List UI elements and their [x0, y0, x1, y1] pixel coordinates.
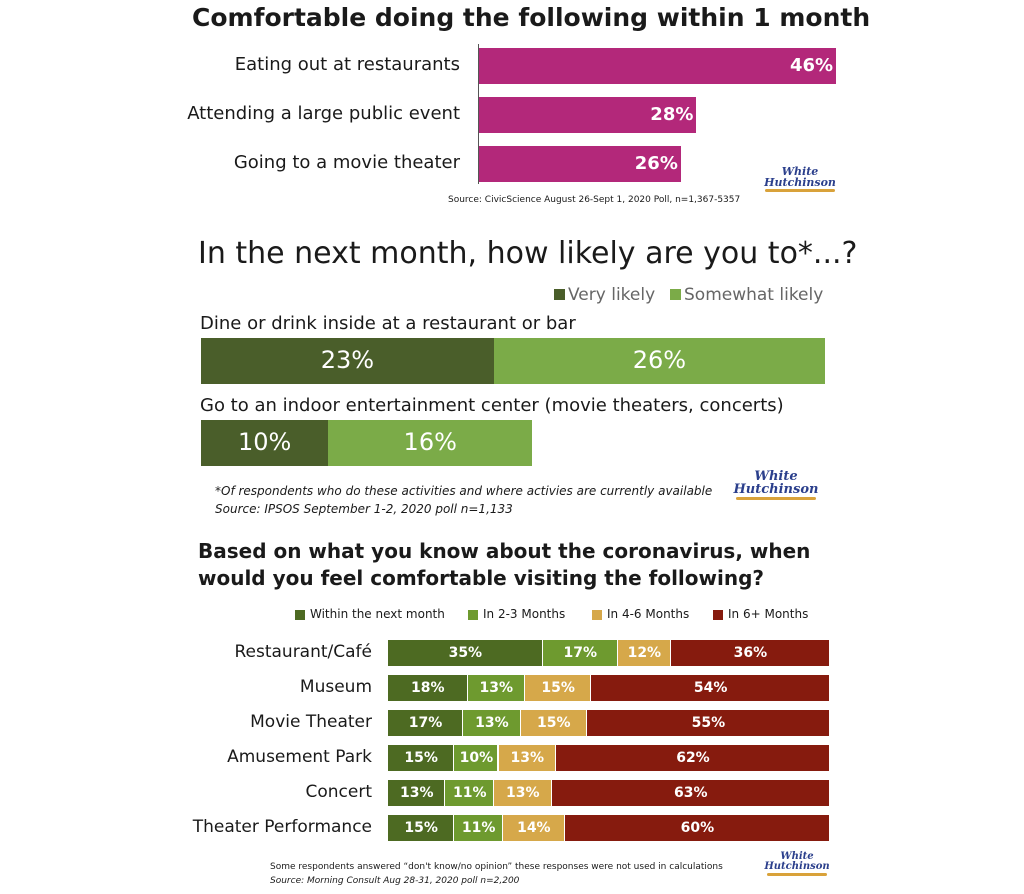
chart2-bar-value: 10% — [238, 428, 292, 456]
chart3-bar-segment — [454, 815, 503, 841]
chart1-category-label: Attending a large public event — [187, 103, 460, 124]
chart3-bar-segment — [388, 710, 464, 736]
chart3-bar-value: 13% — [506, 785, 540, 801]
chart2-footnote: *Of respondents who do these activities … — [215, 484, 713, 498]
chart3-category-label: Restaurant/Café — [234, 642, 372, 662]
chart3-category-label: Theater Performance — [192, 817, 372, 837]
chart1-bar-value: 26% — [634, 153, 678, 174]
chart3-bar-segment — [463, 710, 521, 736]
white-hutchinson-logo: White Hutchinson — [762, 852, 832, 876]
legend-label-somewhat-likely: Somewhat likely — [684, 285, 824, 305]
chart3-bar-value: 15% — [404, 820, 438, 836]
chart3-title-line2: would you feel comfortable visiting the … — [198, 566, 765, 590]
chart3-bar-value: 35% — [448, 645, 483, 661]
legend-label-very-likely: Very likely — [568, 285, 656, 305]
chart3-bar-segment — [617, 640, 671, 666]
chart1-source: Source: CivicScience August 26-Sept 1, 2… — [448, 195, 741, 205]
chart3-legend-label: Within the next month — [310, 607, 445, 621]
chart2-title: In the next month, how likely are you to… — [198, 236, 858, 271]
chart3-category-label: Movie Theater — [250, 712, 372, 732]
chart3-bar-value: 13% — [510, 750, 544, 766]
chart3-legend-label: In 4-6 Months — [607, 607, 690, 621]
white-hutchinson-logo: White Hutchinson — [758, 166, 842, 192]
chart3-bar-value: 36% — [733, 645, 768, 661]
chart2-bar-segment — [493, 338, 825, 384]
chart3-bar-value: 13% — [479, 680, 514, 696]
chart3-bar-value: 10% — [459, 750, 494, 766]
chart3-category-label: Museum — [299, 677, 372, 697]
chart3-note: Some respondents answered “don't know/no… — [270, 862, 723, 872]
chart3-legend-swatch — [592, 610, 602, 620]
chart3-legend-swatch — [713, 610, 723, 620]
chart2-source: Source: IPSOS September 1-2, 2020 poll n… — [215, 502, 513, 516]
chart3-bar-segment — [454, 745, 499, 771]
chart3-bar-value: 18% — [411, 680, 445, 696]
chart1-bar-going-to-a-movie-theater — [479, 146, 681, 182]
chart3-bar-segment — [388, 745, 455, 771]
chart2-category-2: Go to an indoor entertainment center (mo… — [200, 395, 784, 416]
legend-swatch-somewhat-likely — [670, 289, 681, 300]
chart2-category-1: Dine or drink inside at a restaurant or … — [200, 313, 576, 334]
chart1-category-label: Going to a movie theater — [233, 152, 460, 173]
chart3-bar-segment — [388, 780, 446, 806]
chart3-bar-segment — [498, 745, 556, 771]
chart2-bar-value: 16% — [403, 428, 457, 456]
chart3-title-line1: Based on what you know about the coronav… — [198, 539, 811, 563]
chart3-bar-segment — [591, 675, 830, 701]
chart3-bar-segment — [555, 745, 830, 771]
chart3-bar-segment — [670, 640, 830, 666]
chart3-legend-swatch — [295, 610, 305, 620]
chart3-bar-value: 15% — [404, 750, 438, 766]
chart3-bar-value: 11% — [453, 785, 487, 801]
white-hutchinson-logo: White Hutchinson — [732, 470, 820, 500]
chart3-bar-value: 13% — [399, 785, 434, 801]
chart3-bar-segment — [388, 640, 543, 666]
chart3-bar-segment — [564, 815, 830, 841]
chart3-bar-value: 54% — [693, 680, 728, 696]
chart3-category-label: Amusement Park — [227, 747, 372, 767]
chart3-bar-segment — [467, 675, 525, 701]
chart1-axis-line — [478, 44, 479, 184]
chart3-bar-value: 17% — [408, 715, 443, 731]
chart1-title: Comfortable doing the following within 1… — [192, 3, 871, 32]
chart3-bar-segment — [445, 780, 495, 806]
chart1-bar-value: 28% — [650, 104, 694, 125]
chart3-bar-segment — [388, 675, 468, 701]
chart1-category-label: Eating out at restaurants — [234, 54, 460, 75]
chart2-bar-value: 26% — [632, 346, 687, 374]
legend-swatch-very-likely — [554, 289, 565, 300]
chart3-bar-value: 63% — [674, 785, 708, 801]
chart3-bar-value: 60% — [680, 820, 715, 836]
chart3-bar-value: 14% — [517, 820, 551, 836]
chart3-bar-segment — [502, 815, 565, 841]
chart3-bar-value: 13% — [475, 715, 509, 731]
chart3-source: Source: Morning Consult Aug 28-31, 2020 … — [270, 876, 520, 886]
chart3-bar-value: 17% — [563, 645, 597, 661]
chart1-bar-value: 46% — [790, 55, 834, 76]
chart3-bar-value: 55% — [691, 715, 726, 731]
chart3-bar-value: 62% — [676, 750, 710, 766]
chart3-bar-segment — [388, 815, 455, 841]
chart3-bar-value: 12% — [627, 645, 662, 661]
chart3-category-label: Concert — [305, 782, 372, 802]
chart3-bar-segment — [586, 710, 830, 736]
chart3-bar-segment — [525, 675, 592, 701]
chart3-legend-label: In 6+ Months — [728, 607, 809, 621]
chart3-bar-segment — [551, 780, 830, 806]
chart3-bar-value: 15% — [541, 680, 575, 696]
chart2-bar-segment — [328, 420, 533, 466]
chart1-bar-eating-out-at-restaurants — [479, 48, 836, 84]
chart2-bar-value: 23% — [320, 346, 375, 374]
chart2-bar-segment — [201, 420, 329, 466]
chart3-legend-swatch — [468, 610, 478, 620]
chart3-legend-label: In 2-3 Months — [483, 607, 566, 621]
chart3-bar-value: 15% — [536, 715, 571, 731]
chart3-bar-segment — [520, 710, 587, 736]
chart3-bar-value: 11% — [461, 820, 496, 836]
chart3-bar-segment — [494, 780, 552, 806]
chart2-bar-segment — [201, 338, 494, 384]
chart1-bar-attending-a-large-public-event — [479, 97, 697, 133]
chart3-bar-segment — [542, 640, 618, 666]
